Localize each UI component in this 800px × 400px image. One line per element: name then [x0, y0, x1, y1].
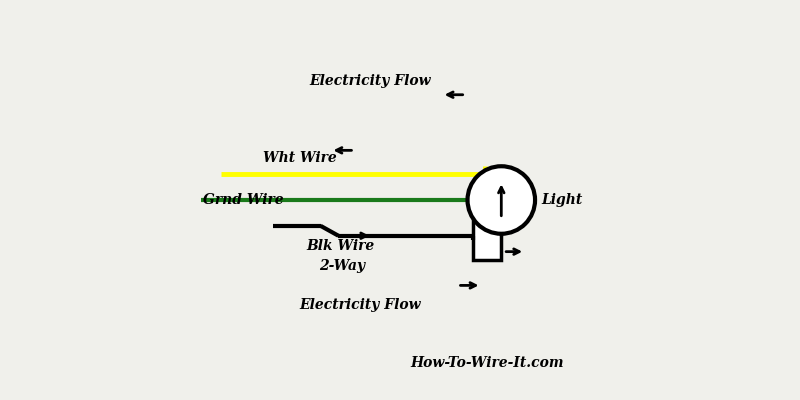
Text: How-To-Wire-It.com: How-To-Wire-It.com	[410, 356, 564, 370]
Text: Grnd Wire: Grnd Wire	[203, 193, 284, 207]
Circle shape	[467, 166, 535, 234]
Text: Electricity Flow: Electricity Flow	[310, 74, 431, 88]
Text: Electricity Flow: Electricity Flow	[299, 298, 421, 312]
Text: Light: Light	[541, 193, 582, 207]
Text: Blk Wire: Blk Wire	[306, 239, 375, 253]
Bar	[474, 220, 502, 260]
Text: Wht Wire: Wht Wire	[263, 151, 337, 165]
Text: 2-Way: 2-Way	[318, 258, 365, 272]
